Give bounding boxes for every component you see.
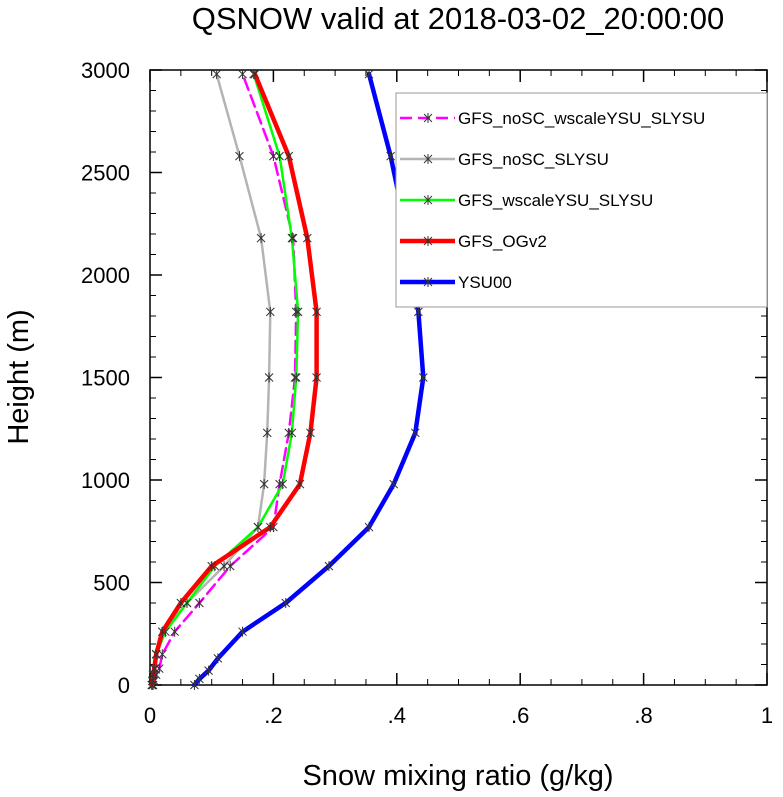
x-tick-label: .6	[511, 703, 529, 728]
data-point-marker	[250, 69, 260, 80]
data-point-marker	[312, 372, 321, 383]
data-point-marker	[207, 561, 217, 572]
series-gfs-wscaleysu-slysu	[147, 69, 303, 690]
series-gfs-nosc-slysu	[147, 69, 275, 690]
y-tick-label: 2000	[81, 263, 130, 288]
legend-label: GFS_OGv2	[458, 232, 547, 251]
data-point-marker	[238, 69, 247, 80]
y-tick-label: 0	[118, 673, 130, 698]
x-tick-label: .8	[634, 703, 652, 728]
data-point-marker	[414, 306, 423, 317]
series-line	[192, 71, 426, 688]
legend-item: GFS_noSC_wscaleYSU_SLYSU	[400, 109, 705, 128]
data-point-marker	[410, 427, 420, 438]
data-point-marker	[389, 479, 399, 490]
data-point-marker	[235, 151, 244, 162]
series-line	[150, 72, 272, 687]
data-point-marker	[213, 653, 223, 664]
legend-item: GFS_noSC_SLYSU	[400, 150, 609, 169]
data-point-marker	[212, 69, 221, 80]
data-point-marker	[256, 233, 266, 244]
data-point-marker	[306, 427, 315, 438]
data-point-marker	[284, 151, 294, 162]
y-tick-label: 500	[93, 571, 130, 596]
data-point-marker	[418, 372, 428, 383]
legend: GFS_noSC_wscaleYSU_SLYSU GFS_noSC_SLYSU GF…	[395, 92, 768, 308]
series-gfs-ogv2	[147, 69, 321, 690]
data-point-marker	[302, 233, 312, 244]
data-point-marker	[281, 598, 291, 608]
x-tick-label: 0	[144, 703, 156, 728]
data-point-marker	[295, 479, 305, 490]
legend-item: GFS_OGv2	[400, 232, 547, 251]
y-tick-label: 1000	[81, 468, 130, 493]
data-point-marker	[219, 561, 229, 572]
data-point-marker	[278, 479, 288, 490]
legend-label: YSU00	[458, 273, 512, 292]
data-point-marker	[364, 69, 374, 80]
legend-item: YSU00	[400, 273, 512, 292]
data-point-marker	[195, 598, 204, 608]
data-point-marker	[265, 522, 275, 533]
data-point-marker	[287, 233, 297, 244]
legend-box	[395, 92, 768, 308]
data-point-marker	[157, 626, 167, 637]
data-point-marker	[238, 626, 247, 637]
data-point-marker	[264, 372, 274, 383]
data-point-marker	[386, 151, 395, 162]
y-tick-label: 1500	[81, 366, 130, 391]
data-point-marker	[253, 522, 263, 533]
data-point-marker	[312, 306, 321, 317]
data-point-marker	[293, 306, 303, 317]
data-point-marker	[190, 680, 199, 690]
data-point-marker	[204, 665, 213, 676]
data-point-marker	[423, 113, 433, 123]
y-tick-label: 2500	[81, 161, 130, 186]
data-point-marker	[269, 151, 278, 162]
series-line	[151, 72, 298, 687]
legend-label: GFS_noSC_wscaleYSU_SLYSU	[458, 109, 705, 128]
series-gfs-nosc-wscaleysu-slysu	[148, 69, 301, 690]
data-point-marker	[423, 154, 433, 164]
legend-label: GFS_noSC_SLYSU	[458, 150, 609, 169]
data-point-marker	[170, 626, 180, 637]
series-lines	[147, 69, 428, 690]
series-ysu00	[190, 69, 428, 690]
data-point-marker	[259, 479, 269, 490]
series-line	[149, 71, 319, 688]
y-axis-label: Height (m)	[3, 309, 35, 444]
axis-ticks: 0 .2 .4 .6 .8 1 0 500 1000 1500 2000 2500 3000	[81, 58, 773, 728]
data-point-marker	[262, 427, 272, 438]
chart-title: QSNOW valid at 2018-03-02_20:00:00	[192, 1, 724, 36]
data-point-marker	[364, 522, 374, 533]
data-point-marker	[151, 649, 161, 660]
x-axis-label: Snow mixing ratio (g/kg)	[302, 760, 613, 792]
data-point-marker	[287, 427, 297, 438]
legend-item: GFS_wscaleYSU_SLYSU	[400, 191, 653, 210]
x-tick-label: .2	[264, 703, 282, 728]
data-point-marker	[149, 663, 159, 674]
data-point-marker	[423, 277, 433, 287]
data-point-marker	[195, 673, 204, 684]
y-tick-label: 3000	[81, 58, 130, 83]
data-point-marker	[275, 151, 284, 162]
x-tick-label: 1	[761, 703, 773, 728]
data-point-marker	[265, 306, 275, 317]
data-point-marker	[423, 236, 433, 246]
x-tick-label: .4	[388, 703, 406, 728]
data-point-marker	[324, 561, 334, 572]
data-point-marker	[176, 598, 186, 608]
data-point-marker	[291, 372, 301, 383]
data-point-marker	[423, 195, 433, 205]
legend-label: GFS_wscaleYSU_SLYSU	[458, 191, 653, 210]
data-point-marker	[157, 649, 167, 660]
